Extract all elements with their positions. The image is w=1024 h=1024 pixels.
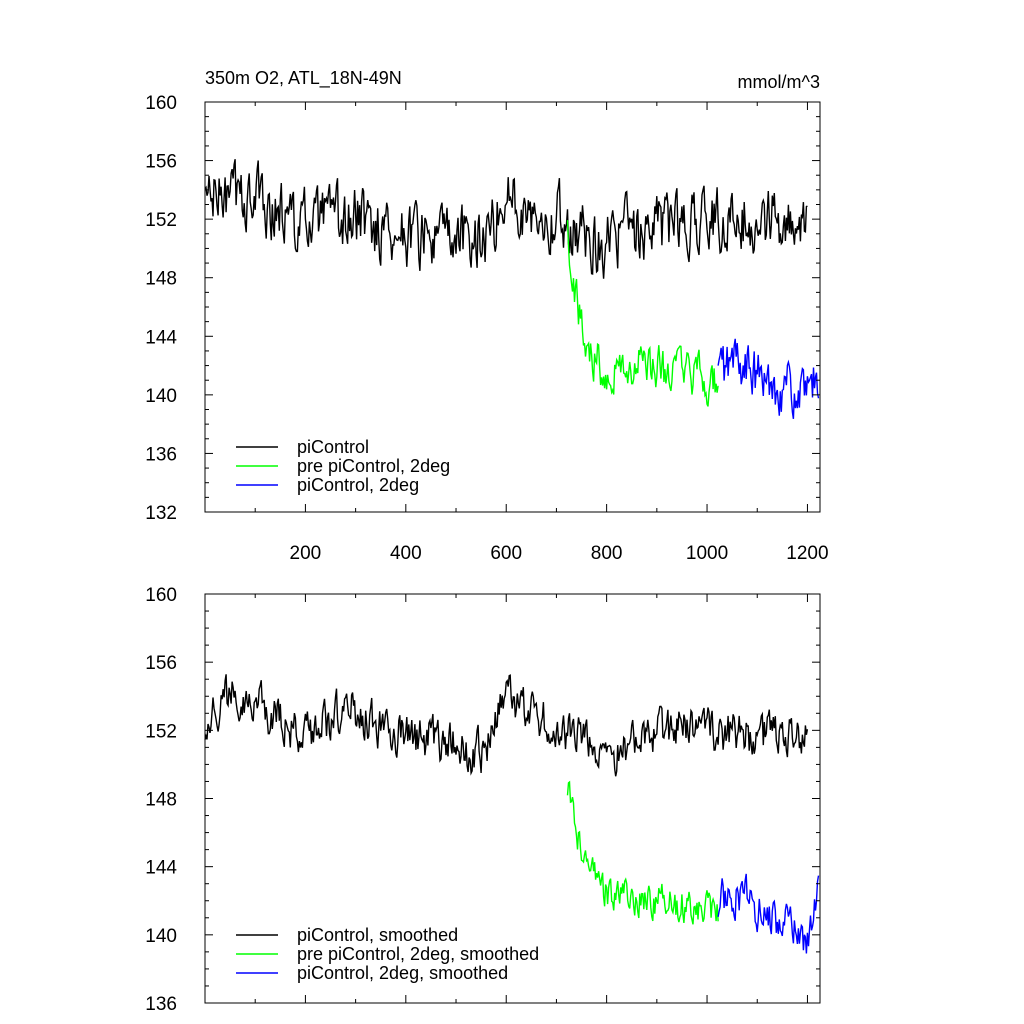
y-tick-label: 152: [145, 210, 177, 231]
x-tick-label: 400: [390, 543, 422, 564]
legend-label: pre piControl, 2deg: [297, 456, 450, 476]
legend-label: piControl, smoothed: [297, 925, 458, 945]
legend-label: pre piControl, 2deg, smoothed: [297, 944, 539, 964]
series-line-3: [717, 338, 820, 420]
y-tick-label: 140: [145, 926, 177, 947]
y-tick-label: 144: [145, 327, 177, 348]
series-line-1: [204, 674, 809, 777]
y-tick-label: 148: [145, 790, 177, 811]
chart-panel-2: 136 140 144 148 152 156 160 piControl, smoothed…: [145, 585, 821, 1015]
x-tick-label: 600: [490, 543, 522, 564]
y-tick-label: 156: [145, 653, 177, 674]
y-tick-label: 140: [145, 386, 177, 407]
units-label: mmol/m^3: [738, 72, 820, 92]
x-tick-label: 1000: [686, 543, 728, 564]
y-tick-label: 156: [145, 152, 177, 173]
x-tick-label: 200: [290, 543, 322, 564]
y-tick-label: 144: [145, 858, 177, 879]
legend-label: piControl: [297, 437, 369, 457]
legend-label: piControl, 2deg, smoothed: [297, 963, 508, 983]
legend-label: piControl, 2deg: [297, 475, 419, 495]
series-line-3: [717, 873, 820, 954]
series-line-2: [566, 220, 719, 407]
y-tick-label: 148: [145, 269, 177, 290]
y-tick-label: 160: [145, 93, 177, 114]
y-tick-label: 132: [145, 503, 177, 524]
x-tick-label: 800: [591, 543, 623, 564]
y-tick-label: 136: [145, 444, 177, 465]
y-tick-label: 152: [145, 721, 177, 742]
series-line-1: [204, 159, 808, 279]
chart-panel-1: 132 136 140 144 148 152 156 160 200 400 600 800 1000…: [145, 68, 828, 564]
y-tick-label: 136: [145, 994, 177, 1015]
x-tick-label: 1200: [786, 543, 828, 564]
chart-title: 350m O2, ATL_18N-49N: [205, 68, 402, 89]
series-line-2: [566, 780, 719, 925]
y-tick-label: 160: [145, 585, 177, 606]
